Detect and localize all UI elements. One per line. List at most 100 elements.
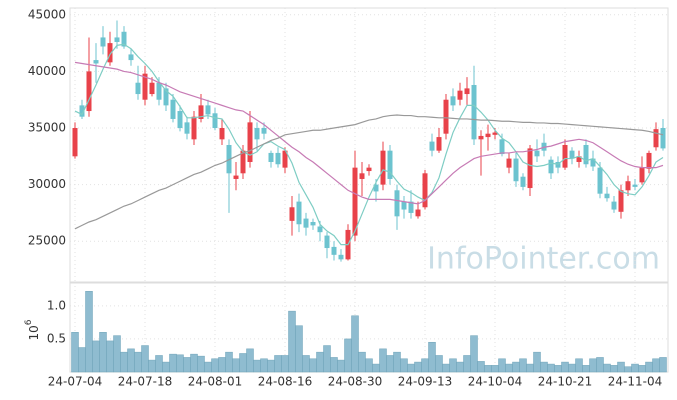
- candle-body: [331, 246, 337, 255]
- candle-body: [72, 128, 78, 157]
- volume-bar: [316, 351, 324, 373]
- candle-body: [506, 158, 512, 168]
- x-tick-label: 24-07-04: [48, 375, 102, 389]
- volume-bar: [533, 351, 541, 373]
- volume-bar: [344, 338, 352, 373]
- x-tick-label: 24-08-30: [328, 375, 382, 389]
- candle-body: [401, 201, 407, 210]
- volume-bar: [218, 357, 226, 373]
- candle-body: [247, 122, 253, 162]
- x-tick-label: 24-10-04: [468, 375, 522, 389]
- candle-body: [289, 207, 295, 221]
- candle-body: [520, 176, 526, 187]
- volume-axis-label: 106: [24, 319, 41, 340]
- candle-body: [394, 190, 400, 217]
- volume-bar: [505, 363, 513, 373]
- candle-body: [513, 158, 519, 182]
- volume-bar: [120, 351, 128, 373]
- candle-body: [527, 148, 533, 189]
- volume-bar: [274, 355, 282, 373]
- y-tick-label: 30000: [28, 177, 66, 191]
- volume-bar: [554, 365, 562, 373]
- candle-body: [142, 73, 148, 100]
- candle-body: [352, 167, 358, 236]
- candle-body: [436, 137, 442, 151]
- candle-body: [471, 84, 477, 140]
- candle-body: [296, 201, 302, 225]
- volume-bar: [239, 353, 247, 373]
- candle-body: [576, 156, 582, 162]
- candle-body: [324, 235, 330, 249]
- candle-body: [611, 201, 617, 210]
- candle-body: [219, 128, 225, 140]
- candle-body: [366, 167, 372, 172]
- volume-bar: [442, 363, 450, 373]
- candle-body: [149, 82, 155, 95]
- candle-body: [646, 152, 652, 169]
- volume-bar: [351, 315, 359, 373]
- volume-bar: [253, 359, 261, 373]
- candle-body: [233, 175, 239, 179]
- price-panel: [69, 7, 669, 283]
- volume-bar: [190, 353, 198, 373]
- volume-bar: [99, 332, 107, 373]
- candle-body: [569, 150, 575, 159]
- candle-body: [212, 113, 218, 129]
- y-tick-label: 35000: [28, 121, 66, 135]
- candle-body: [128, 54, 134, 61]
- candle-body: [170, 99, 176, 119]
- x-tick-label: 24-10-21: [538, 375, 592, 389]
- volume-bar: [435, 355, 443, 373]
- x-tick-label: 24-09-13: [398, 375, 452, 389]
- candle-body: [499, 139, 505, 155]
- candle-body: [198, 105, 204, 119]
- candle-body: [254, 128, 260, 140]
- moving-average-line: [74, 43, 664, 246]
- x-tick-label: 24-07-18: [118, 375, 172, 389]
- candle-body: [450, 96, 456, 106]
- volume-bar: [491, 365, 499, 373]
- volume-bar: [113, 335, 121, 373]
- candle-body: [100, 37, 106, 47]
- volume-bar: [281, 355, 289, 373]
- candle-body: [485, 133, 491, 138]
- y-tick-label: 25000: [28, 234, 66, 248]
- candle-body: [359, 173, 365, 179]
- volume-bar: [386, 355, 394, 373]
- volume-bar: [519, 358, 527, 373]
- volume-tick-label: 1.0: [47, 298, 66, 312]
- volume-bar: [204, 361, 212, 373]
- volume-bar: [183, 357, 191, 373]
- candle-body: [597, 167, 603, 194]
- volume-bar: [393, 351, 401, 373]
- candle-body: [443, 99, 449, 134]
- candle-body: [387, 150, 393, 179]
- volume-bar: [295, 325, 303, 373]
- candle-body: [135, 82, 141, 95]
- candle-body: [534, 150, 540, 157]
- candle-body: [107, 43, 113, 63]
- volume-tick-label: 0.5: [47, 331, 66, 345]
- volume-bar: [526, 363, 534, 373]
- candle-body: [457, 90, 463, 100]
- volume-bar: [309, 358, 317, 373]
- candle-body: [184, 122, 190, 134]
- candle-body: [660, 128, 666, 149]
- x-tick-label: 24-11-04: [608, 375, 662, 389]
- volume-bar: [568, 363, 576, 373]
- candle-body: [261, 128, 267, 134]
- volume-bar: [71, 332, 79, 373]
- volume-bar: [540, 361, 548, 373]
- volume-bar: [638, 365, 646, 373]
- candle-body: [114, 37, 120, 42]
- volume-bar: [547, 363, 555, 373]
- volume-bar: [288, 310, 296, 373]
- volume-bar: [428, 341, 436, 373]
- volume-bar: [624, 366, 632, 373]
- volume-bar: [652, 358, 660, 373]
- volume-bar: [211, 358, 219, 373]
- volume-axis-exponent: 6: [24, 319, 34, 325]
- candle-body: [478, 135, 484, 140]
- volume-bar: [561, 361, 569, 373]
